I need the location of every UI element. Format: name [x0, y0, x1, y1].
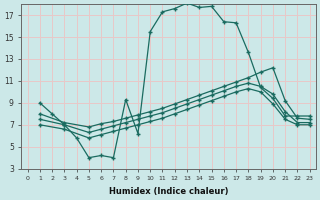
X-axis label: Humidex (Indice chaleur): Humidex (Indice chaleur)	[109, 187, 228, 196]
